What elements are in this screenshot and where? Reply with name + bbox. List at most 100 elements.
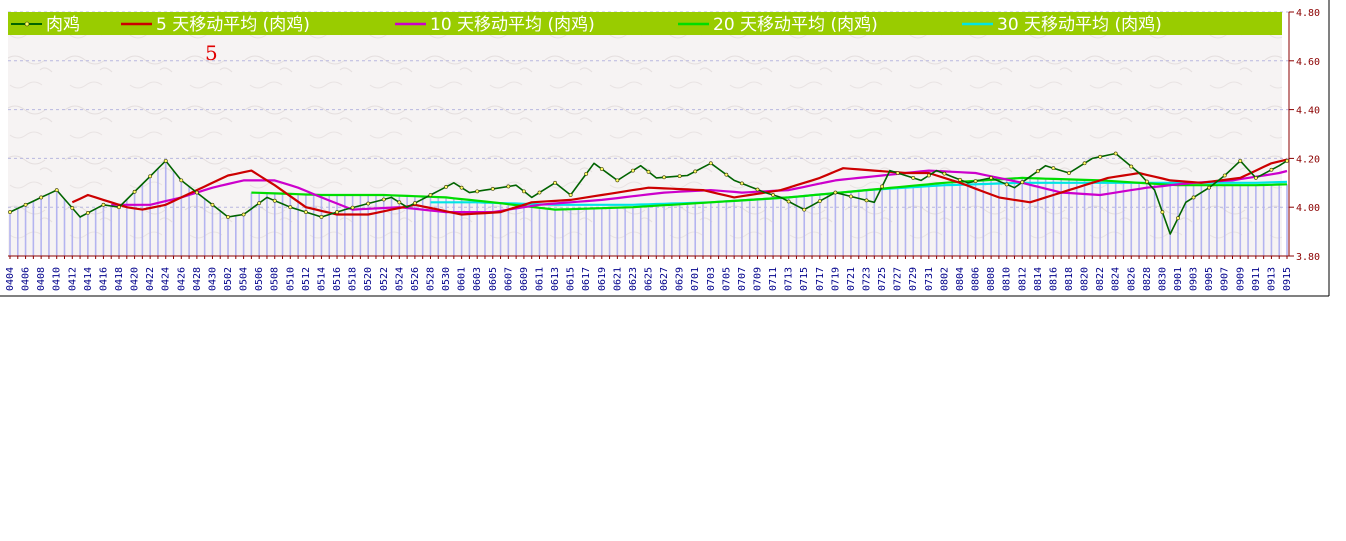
xtick-label-0430: 0430 <box>207 267 218 291</box>
xtick-label-0414: 0414 <box>83 267 94 291</box>
point-0420 <box>132 189 137 194</box>
point-0717 <box>817 199 822 204</box>
xtick-label-0617: 0617 <box>581 267 592 291</box>
ytick-label-4.00: 4.00 <box>1296 203 1320 214</box>
point-0627 <box>662 175 666 180</box>
xtick-label-0609: 0609 <box>519 267 530 291</box>
xtick-label-0703: 0703 <box>706 267 717 291</box>
xtick-label-0524: 0524 <box>394 267 405 291</box>
xtick-label-0520: 0520 <box>363 267 374 291</box>
xtick-label-0913: 0913 <box>1266 267 1277 291</box>
xtick-label-0406: 0406 <box>21 267 32 291</box>
xtick-label-0729: 0729 <box>908 267 919 291</box>
xtick-label-0903: 0903 <box>1189 267 1200 291</box>
point-0611 <box>537 190 542 195</box>
point-0514 <box>319 215 324 219</box>
point-0625 <box>646 169 651 174</box>
xtick-label-0605: 0605 <box>488 267 499 291</box>
point-0903 <box>1191 195 1196 200</box>
plot-background <box>8 12 1282 256</box>
point-0818 <box>1067 171 1071 175</box>
xtick-label-0428: 0428 <box>192 267 203 291</box>
xtick-label-0707: 0707 <box>737 267 748 291</box>
point-0605 <box>490 186 495 191</box>
point-0907 <box>1222 173 1227 178</box>
point-0909 <box>1238 158 1243 163</box>
xtick-label-0601: 0601 <box>457 267 468 291</box>
point-0727 <box>895 171 900 175</box>
point-0621 <box>615 178 620 183</box>
point-0806 <box>973 179 978 184</box>
legend-label-2: 10 天移动平均 (肉鸡) <box>430 15 595 35</box>
ytick-label-4.20: 4.20 <box>1296 154 1320 165</box>
point-0601 <box>459 185 464 190</box>
point-0915 <box>1285 158 1289 163</box>
y-axis-ticks: 3.80 4.00 4.20 4.40 4.60 4.80 <box>1289 8 1320 263</box>
point-0911 <box>1253 176 1258 180</box>
xtick-label-0711: 0711 <box>768 267 779 291</box>
xtick-label-0810: 0810 <box>1002 267 1013 291</box>
xtick-label-0802: 0802 <box>939 267 950 291</box>
xtick-label-0901: 0901 <box>1173 267 1184 291</box>
xtick-label-0508: 0508 <box>270 267 281 291</box>
point-0623 <box>631 168 635 173</box>
ytick-label-4.60: 4.60 <box>1296 57 1320 68</box>
point-0412 <box>70 206 75 210</box>
xtick-label-0806: 0806 <box>971 267 982 291</box>
point-0418 <box>117 205 121 210</box>
legend-label-3: 20 天移动平均 (肉鸡) <box>713 15 878 35</box>
xtick-label-0410: 0410 <box>52 267 63 291</box>
point-0822 <box>1098 154 1103 159</box>
point-0804 <box>958 177 962 182</box>
point-0422 <box>148 174 153 179</box>
point-0824 <box>1113 151 1118 156</box>
ytick-label-3.80: 3.80 <box>1296 252 1320 263</box>
point-0715 <box>802 207 807 212</box>
xtick-label-0603: 0603 <box>472 267 483 291</box>
xtick-label-0607: 0607 <box>503 267 514 291</box>
xtick-label-0506: 0506 <box>254 267 265 291</box>
point-0410 <box>54 188 59 193</box>
xtick-label-0420: 0420 <box>130 267 141 291</box>
point-0428 <box>194 190 199 195</box>
xtick-label-0816: 0816 <box>1048 267 1059 291</box>
point-0607 <box>506 184 511 189</box>
xtick-label-0727: 0727 <box>893 267 904 291</box>
point-0603 <box>475 189 480 194</box>
point-0812 <box>1020 180 1025 185</box>
series-line-3 <box>251 176 1288 211</box>
series-lines <box>9 152 1288 235</box>
xtick-label-0715: 0715 <box>799 267 810 291</box>
point-0703 <box>708 161 713 166</box>
point-0814 <box>1035 169 1040 174</box>
xtick-label-0909: 0909 <box>1235 267 1246 291</box>
point-0615 <box>568 193 573 197</box>
point-0609 <box>522 189 526 194</box>
point-0522 <box>381 197 386 202</box>
xtick-label-0820: 0820 <box>1080 267 1091 291</box>
point-0520 <box>366 201 371 206</box>
xtick-label-0502: 0502 <box>223 267 234 291</box>
point-0408 <box>39 195 44 200</box>
point-0701 <box>693 169 698 174</box>
point-0619 <box>599 167 604 171</box>
point-0905 <box>1207 185 1212 190</box>
point-0810 <box>1004 182 1009 187</box>
xtick-label-0818: 0818 <box>1064 267 1075 291</box>
point-0707 <box>740 181 744 186</box>
xtick-label-0701: 0701 <box>690 267 701 291</box>
xtick-label-0504: 0504 <box>239 267 250 291</box>
xtick-label-0424: 0424 <box>161 267 172 291</box>
xtick-label-0629: 0629 <box>675 267 686 291</box>
point-0506 <box>257 201 262 206</box>
point-0416 <box>101 202 106 207</box>
xtick-label-0619: 0619 <box>597 267 608 291</box>
point-0725 <box>880 184 884 189</box>
chart-annotation: 5 <box>205 41 218 65</box>
xtick-label-0808: 0808 <box>986 267 997 291</box>
xtick-label-0623: 0623 <box>628 267 639 291</box>
xtick-label-0719: 0719 <box>830 267 841 291</box>
xtick-label-0725: 0725 <box>877 267 888 291</box>
xtick-label-0709: 0709 <box>753 267 764 291</box>
point-0629 <box>677 174 682 178</box>
